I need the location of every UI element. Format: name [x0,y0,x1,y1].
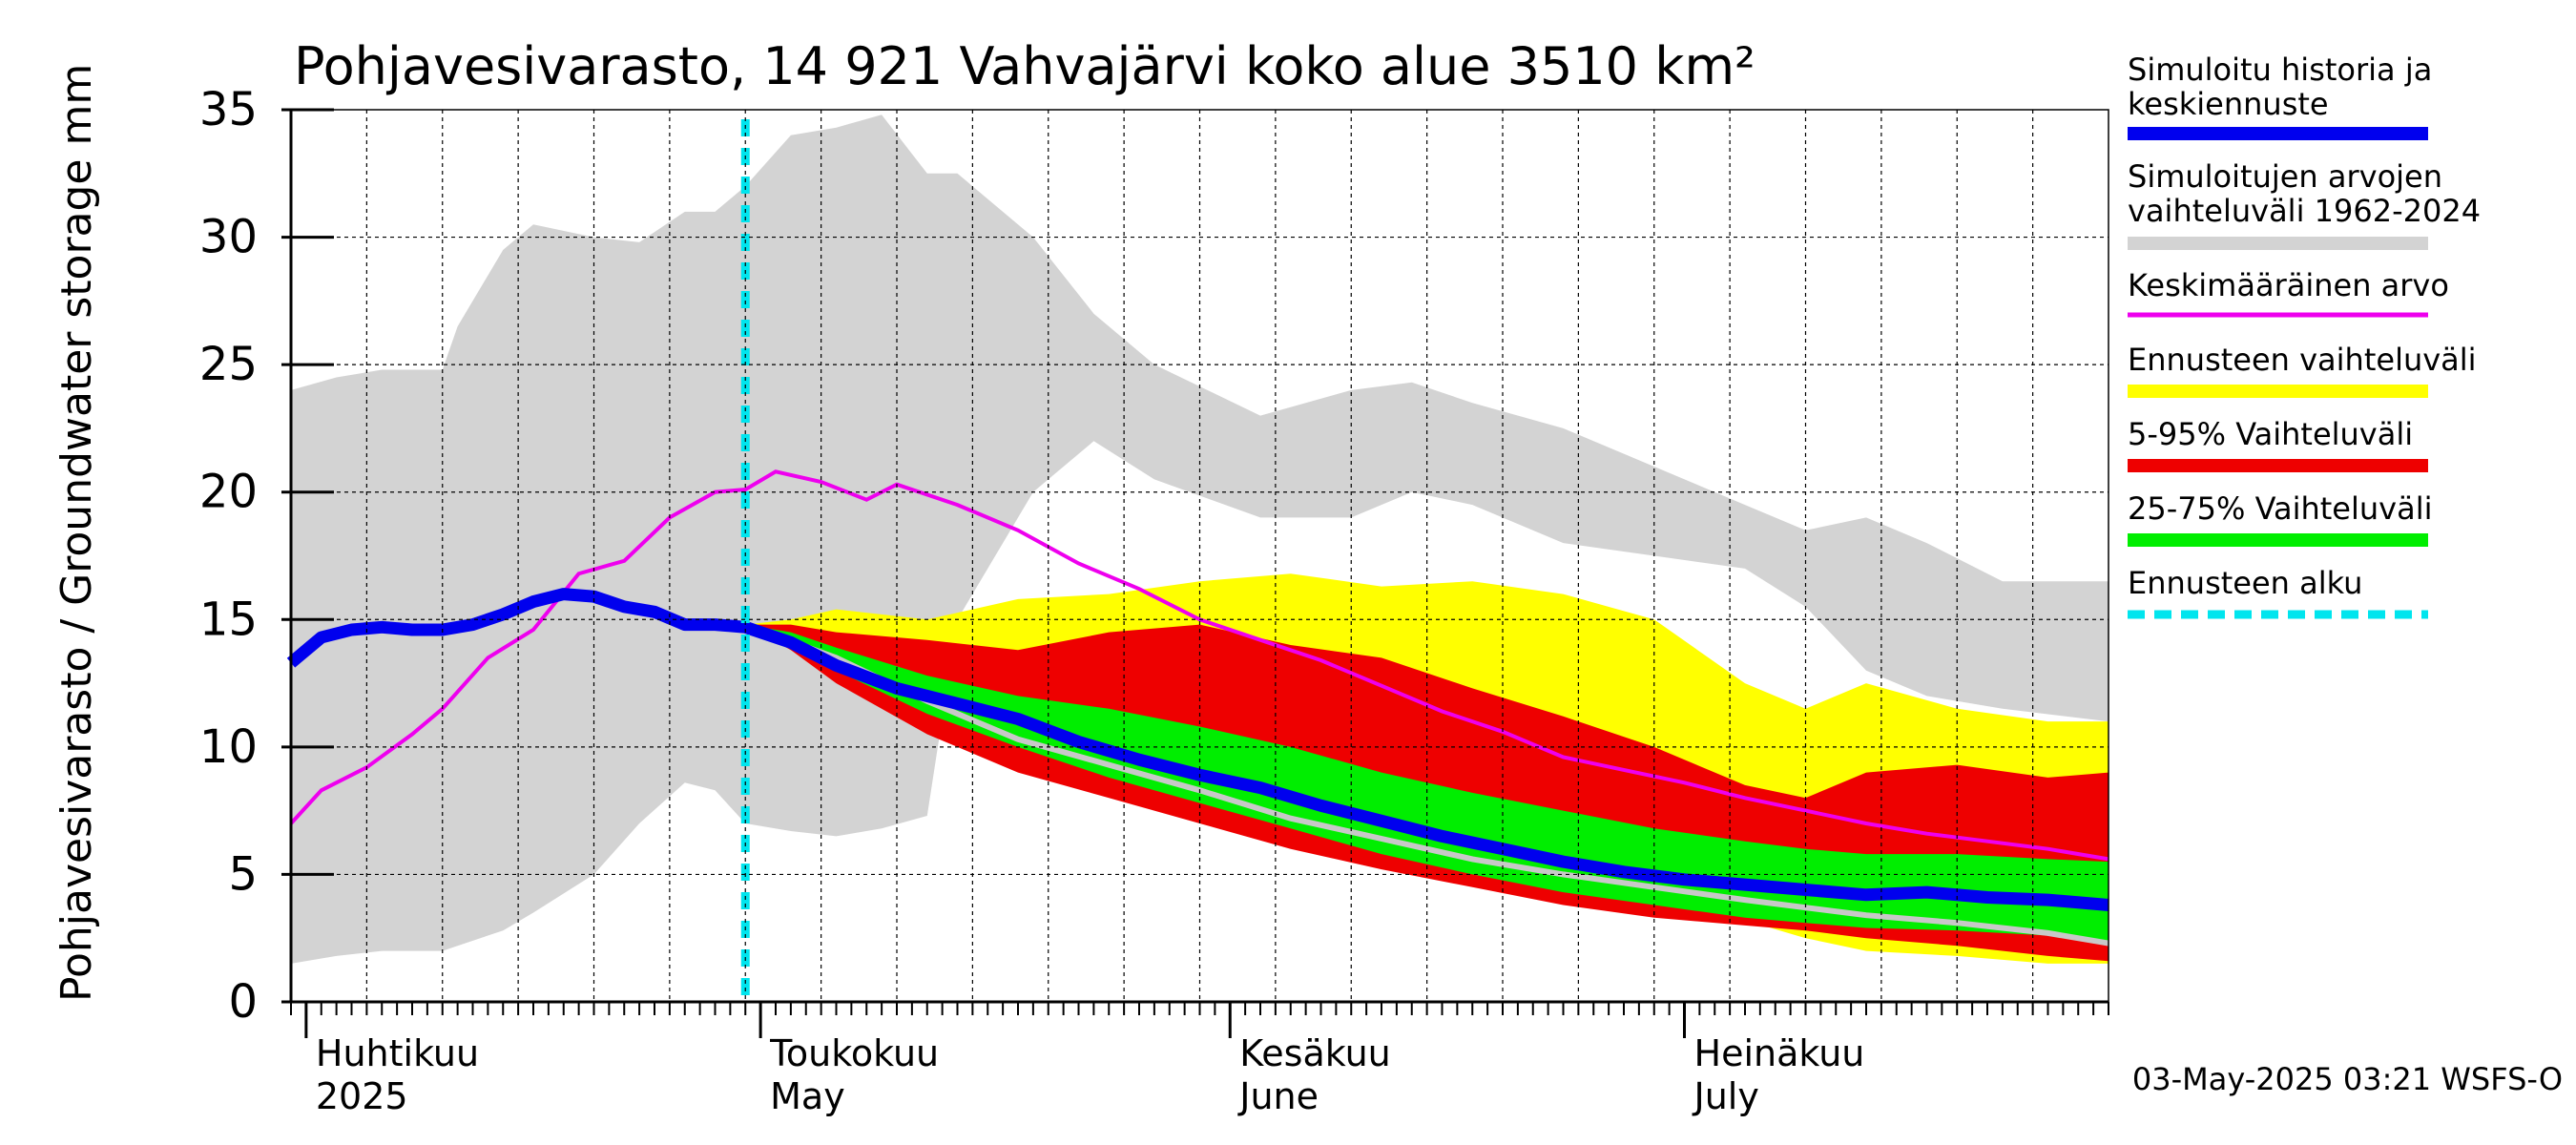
x-tick-label-secondary: May [770,1075,845,1117]
y-tick-label: 0 [228,975,258,1029]
legend-label: 5-95% Vaihteluväli [2128,416,2413,452]
y-tick-label: 15 [199,593,258,646]
y-axis-label: Pohjavesivarasto / Groundwater storage m… [52,64,101,1002]
x-tick-label-month: Heinäkuu [1694,1032,1865,1074]
x-tick-label-month: Toukokuu [769,1032,939,1074]
grid-layer [290,109,2109,1003]
x-tick-label-secondary: June [1237,1075,1319,1117]
y-tick-label: 20 [199,466,258,519]
simulated-history-line [286,588,2109,911]
legend-label: Keskimääräinen arvo [2128,267,2449,303]
forecast-median-line [744,621,2109,947]
legend-label-line: vaihteluväli 1962-2024 [2128,193,2481,229]
y-tick-label: 5 [228,847,258,901]
y-tick-label: 30 [199,211,258,264]
legend-label: 25-75% Vaihteluväli [2128,490,2432,527]
y-tick-label: 10 [199,720,258,774]
timestamp-footer: 03-May-2025 03:21 WSFS-O [2132,1061,2563,1097]
x-tick-label-secondary: 2025 [316,1075,408,1117]
y-tick-label: 25 [199,338,258,391]
legend-label-line: keskiennuste [2128,86,2329,122]
x-tick-label-secondary: July [1693,1075,1759,1117]
legend-label: Ennusteen vaihteluväli [2128,342,2477,378]
legend-label-line: Simuloitujen arvojen [2128,158,2442,195]
axes-layer: 05101520253035Huhtikuu2025ToukokuuMayKes… [199,83,2109,1117]
legend-label: Simuloitu historia ja keskiennuste [2128,52,2432,122]
x-tick-label-month: Kesäkuu [1239,1032,1391,1074]
y-tick-label: 35 [199,83,258,136]
legend-label: Simuloitujen arvojen vaihteluväli 1962-20… [2128,158,2481,229]
x-tick-label-month: Huhtikuu [316,1032,479,1074]
legend: Simuloitu historia ja keskiennusteSimuloi… [2128,52,2481,619]
legend-label-line: Simuloitu historia ja [2128,52,2432,88]
chart-title: Pohjavesivarasto, 14 921 Vahvajärvi koko… [294,36,1755,96]
legend-label: Ennusteen alku [2128,565,2362,601]
